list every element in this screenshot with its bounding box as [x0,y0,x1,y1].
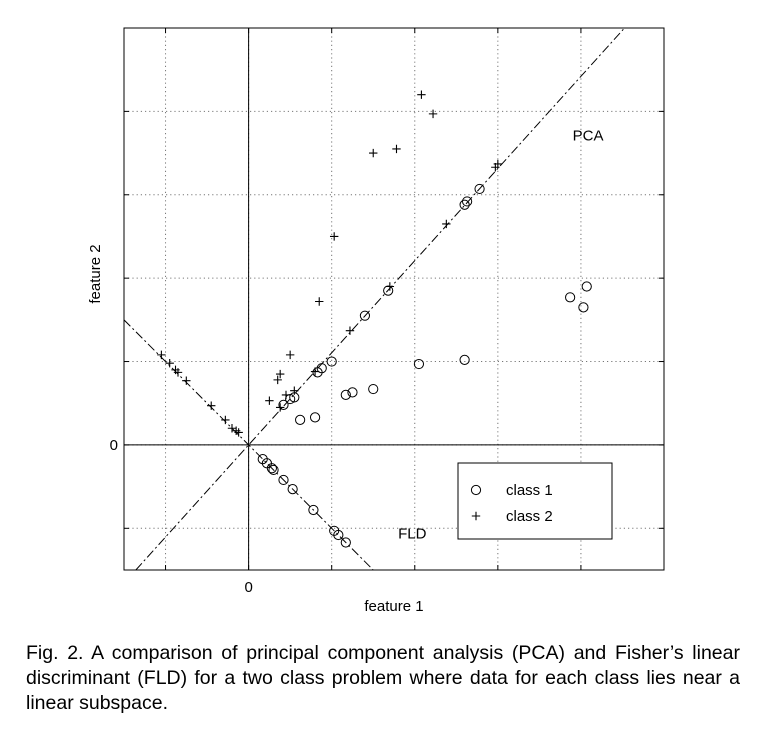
class-2-point [493,159,503,169]
class-2-point [173,368,183,377]
class-1-point [340,389,351,400]
class-1-point [474,183,485,195]
class-1-point [309,412,321,423]
legend-box [457,462,613,540]
class-1-point [268,464,279,476]
zero-axes [124,28,664,570]
pca-label: PCA [573,128,604,145]
x-axis-label: feature 1 [364,598,423,615]
data-points [157,90,592,548]
class-2-point [234,428,243,437]
pca-line [135,27,625,571]
class-2-point [345,326,355,335]
figure-caption: Fig. 2. A comparison of principal compon… [26,642,740,714]
class-2-point [265,396,274,405]
class-2-point [281,390,291,400]
legend: class 1 class 2 [457,462,613,540]
class-1-point [295,414,306,426]
class-1-point [581,281,592,292]
class-2-point [329,232,339,241]
class-1-point [326,356,337,367]
class-2-point [157,350,166,360]
class-1-point [578,302,589,313]
class-1-point [359,310,371,321]
class-2-point [182,376,191,385]
class-2-point [392,144,401,154]
class-2-point [290,386,299,395]
class-1-point [340,537,351,548]
class-2-point [221,415,230,425]
tick-labels: 00 [110,437,253,596]
legend-plus-marker [471,511,481,521]
class-1-point [459,199,470,210]
plot-frame [123,27,665,571]
class-1-point [347,387,358,398]
x-tick-label: 0 [244,579,252,596]
class-1-point [308,504,319,516]
class-2-point [385,282,395,291]
class-1-point [459,354,470,365]
class-1-point [413,358,425,370]
legend-label: class 2 [506,508,553,525]
class-2-point [275,403,285,412]
y-tick-label: 0 [110,437,118,454]
y-axis-label: feature 2 [87,244,104,303]
class-1-point [278,474,289,486]
legend-circle-marker [470,484,482,496]
class-2-point [315,297,324,306]
legend-label: class 1 [506,482,553,499]
class-2-point [285,350,295,360]
class-2-point [369,148,378,158]
class-1-point [368,383,379,395]
class-2-point [273,375,282,385]
class-1-point [333,529,344,541]
projection-lines: PCA FLD [123,27,625,571]
class-2-point [428,109,438,119]
class-1-point [278,399,289,410]
class-2-point [165,359,174,368]
class-2-point [207,401,216,410]
class-1-point [312,367,323,378]
class-1-point [462,196,473,207]
class-1-point [565,292,576,303]
fld-line [123,319,374,571]
class-1-point [287,484,298,495]
class-1-point [266,463,277,474]
class-2-point [310,367,320,376]
class-2-point [417,90,426,99]
class-2-point [442,219,451,229]
fld-label: FLD [398,525,427,542]
class-2-point [275,369,285,379]
